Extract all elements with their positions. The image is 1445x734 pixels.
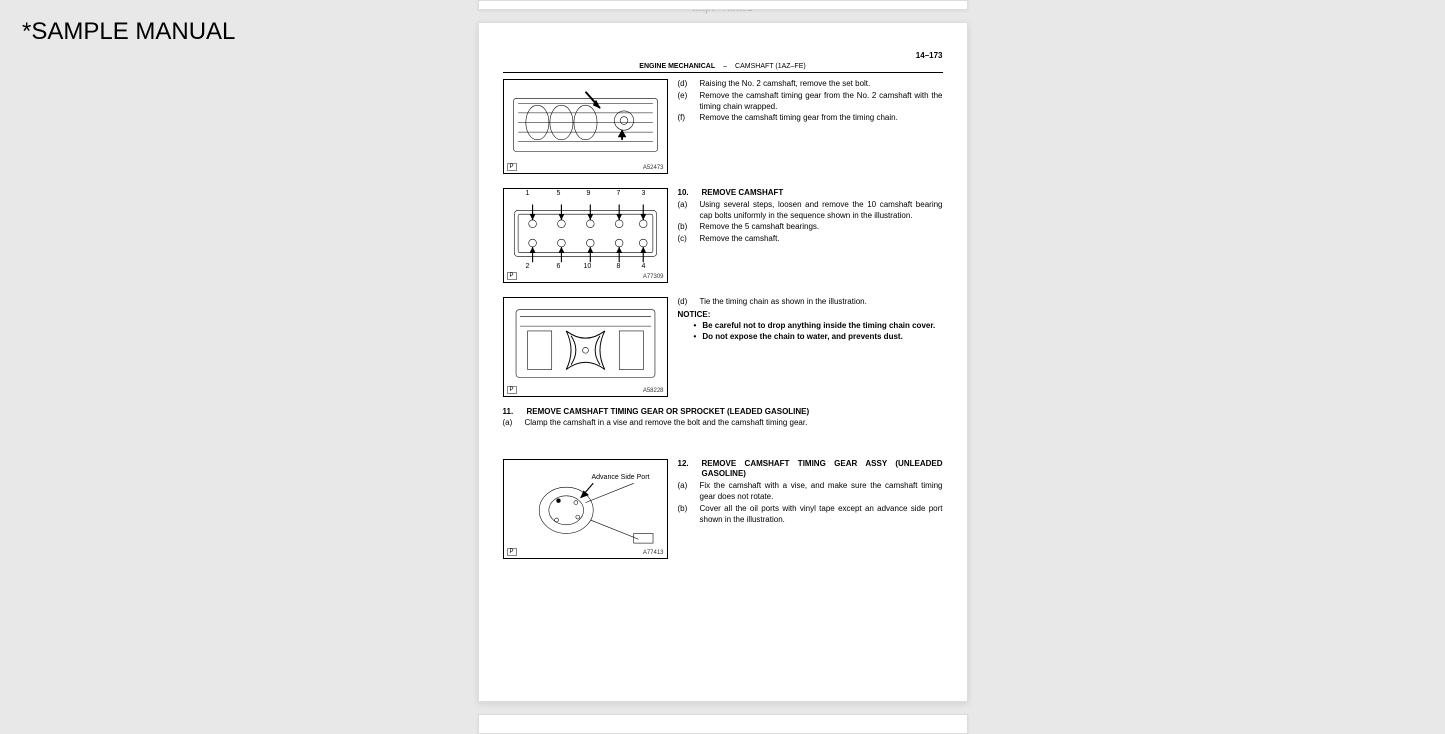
page-header: ENGINE MECHANICAL – CAMSHAFT (1AZ–FE) xyxy=(503,63,943,73)
figure-2-id: A77309 xyxy=(643,274,664,280)
section-2-text: 10. REMOVE CAMSHAFT (a) Using several step… xyxy=(678,188,943,283)
header-dash: – xyxy=(723,63,727,70)
seq-num: 5 xyxy=(557,190,561,197)
section-3-text: (d) Tie the timing chain as shown in the … xyxy=(678,297,943,397)
seq-num: 2 xyxy=(526,263,530,270)
step-text: Tie the timing chain as shown in the ill… xyxy=(700,297,943,308)
step-letter: (d) xyxy=(678,79,694,90)
engine-sketch-2 xyxy=(508,193,663,270)
step-text: Cover all the oil ports with vinyl tape … xyxy=(700,504,943,526)
fig-p-icon: P xyxy=(507,548,517,556)
section-2: 1 5 9 7 3 2 6 10 8 4 P A77309 10. REMOVE … xyxy=(503,188,943,283)
step-text: Remove the camshaft. xyxy=(700,234,943,245)
seq-num: 3 xyxy=(642,190,646,197)
section-5-text: 12. REMOVE CAMSHAFT TIMING GEAR ASSY (UNL… xyxy=(678,459,943,559)
step-title: REMOVE CAMSHAFT xyxy=(702,188,784,199)
step-letter: (d) xyxy=(678,297,694,308)
step-letter: (e) xyxy=(678,91,694,113)
step-text: Clamp the camshaft in a vise and remove … xyxy=(525,418,943,429)
step-text: Remove the 5 camshaft bearings. xyxy=(700,222,943,233)
step-letter: (b) xyxy=(678,222,694,233)
step-text: Fix the camshaft with a vise, and make s… xyxy=(700,481,943,503)
step-letter: (a) xyxy=(503,418,519,429)
step-letter: (f) xyxy=(678,113,694,124)
fig-p-icon: P xyxy=(507,272,517,280)
step-letter: (a) xyxy=(678,200,694,222)
step-number: 12. xyxy=(678,459,696,481)
step-letter: (c) xyxy=(678,234,694,245)
manual-page: 14–173 ENGINE MECHANICAL – CAMSHAFT (1AZ… xyxy=(478,22,968,702)
section-4: 11. REMOVE CAMSHAFT TIMING GEAR OR SPROCK… xyxy=(503,407,943,429)
figure-5-id: A77413 xyxy=(643,550,664,556)
page-stack: 14–173 ENGINE MECHANICAL – CAMSHAFT (1AZ… xyxy=(478,0,968,734)
seq-num: 9 xyxy=(587,190,591,197)
bullet-text: Be careful not to drop anything inside t… xyxy=(702,321,942,332)
page-number: 14–173 xyxy=(916,51,943,60)
fig-p-icon: P xyxy=(507,163,517,171)
callout-advance-port: Advance Side Port xyxy=(592,474,650,482)
notice-label: NOTICE: xyxy=(678,310,943,321)
bullet-icon: • xyxy=(694,332,697,343)
section-1-text: (d) Raising the No. 2 camshaft, remove th… xyxy=(678,79,943,174)
sample-manual-label: *SAMPLE MANUAL xyxy=(22,18,235,46)
header-subsection: CAMSHAFT (1AZ–FE) xyxy=(735,63,806,70)
figure-1: P A52473 xyxy=(503,79,668,174)
seq-num: 4 xyxy=(642,263,646,270)
bullet-icon: • xyxy=(694,321,697,332)
step-text: Raising the No. 2 camshaft, remove the s… xyxy=(700,79,943,90)
seq-num: 10 xyxy=(584,263,592,270)
seq-num: 1 xyxy=(526,190,530,197)
bullet-text: Do not expose the chain to water, and pr… xyxy=(702,332,942,343)
seq-num: 6 xyxy=(557,263,561,270)
seq-num: 8 xyxy=(617,263,621,270)
step-letter: (b) xyxy=(678,504,694,526)
seq-num: 7 xyxy=(617,190,621,197)
step-text: Using several steps, loosen and remove t… xyxy=(700,200,943,222)
figure-5: Advance Side Port P A77413 xyxy=(503,459,668,559)
step-number: 10. xyxy=(678,188,696,199)
step-title: REMOVE CAMSHAFT TIMING GEAR ASSY (UNLEAD… xyxy=(702,459,943,481)
next-page-sliver xyxy=(478,714,968,734)
section-1: P A52473 (d) Raising the No. 2 camshaft, … xyxy=(503,79,943,174)
section-3: P A58228 (d) Tie the timing chain as show… xyxy=(503,297,943,397)
figure-2: 1 5 9 7 3 2 6 10 8 4 P A77309 xyxy=(503,188,668,283)
section-5: Advance Side Port P A77413 12. REMOVE CAM… xyxy=(503,459,943,559)
figure-3: P A58228 xyxy=(503,297,668,397)
step-text: Remove the camshaft timing gear from the… xyxy=(700,91,943,113)
engine-sketch-3 xyxy=(508,302,663,384)
engine-sketch-1 xyxy=(508,84,663,161)
prev-page-sliver xyxy=(478,0,968,10)
step-title: REMOVE CAMSHAFT TIMING GEAR OR SPROCKET … xyxy=(527,407,810,418)
figure-1-id: A52473 xyxy=(643,165,664,171)
step-text: Remove the camshaft timing gear from the… xyxy=(700,113,943,124)
step-letter: (a) xyxy=(678,481,694,503)
step-number: 11. xyxy=(503,407,521,418)
figure-3-id: A58228 xyxy=(643,388,664,394)
fig-p-icon: P xyxy=(507,386,517,394)
header-section: ENGINE MECHANICAL xyxy=(639,63,715,70)
